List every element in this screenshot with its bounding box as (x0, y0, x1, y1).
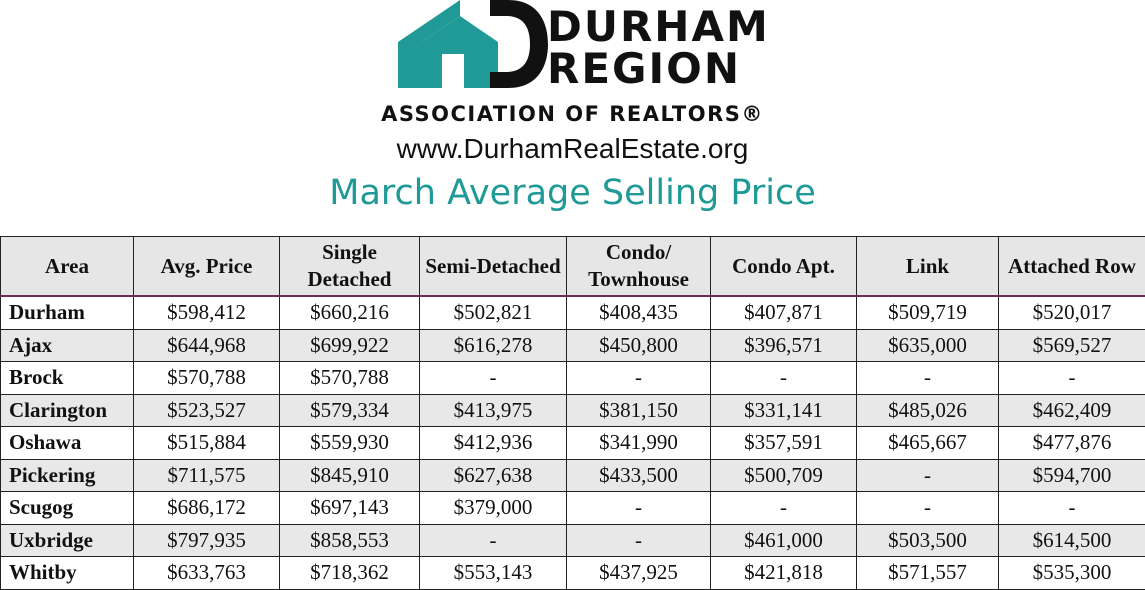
price-cell: $331,141 (710, 393, 857, 427)
price-cell: $858,553 (279, 523, 420, 557)
website-link[interactable]: www.DurhamRealEstate.org (396, 133, 749, 164)
price-cell: $569,527 (998, 328, 1145, 362)
column-header-area: Area (0, 236, 134, 297)
price-cell: $500,709 (710, 458, 857, 492)
price-cell: - (566, 523, 711, 557)
price-cell: $477,876 (998, 426, 1145, 460)
price-cell: - (998, 491, 1145, 525)
price-cell: $515,884 (133, 426, 280, 460)
price-cell: $614,500 (998, 523, 1145, 557)
price-cell: - (856, 458, 999, 492)
price-cell: $485,026 (856, 393, 999, 427)
price-cell: $570,788 (133, 361, 280, 395)
price-cell: - (856, 361, 999, 395)
price-cell: $598,412 (133, 295, 280, 330)
column-header-semi-detached: Semi-Detached (419, 236, 567, 297)
price-cell: - (419, 361, 567, 395)
house-logo-icon (398, 0, 548, 88)
price-cell: $341,990 (566, 426, 711, 460)
price-cell: $412,936 (419, 426, 567, 460)
price-cell: $644,968 (133, 328, 280, 362)
table-row: Uxbridge $797,935 $858,553 - - $461,000 … (0, 523, 1145, 557)
brand-name-line2: REGION (547, 44, 741, 93)
table-row: Durham $598,412 $660,216 $502,821 $408,4… (0, 295, 1145, 330)
price-cell: $797,935 (133, 523, 280, 557)
price-cell: $396,571 (710, 328, 857, 362)
price-cell: $686,172 (133, 491, 280, 525)
price-cell: $570,788 (279, 361, 420, 395)
price-cell: $462,409 (998, 393, 1145, 427)
price-cell: $381,150 (566, 393, 711, 427)
table-row: Ajax $644,968 $699,922 $616,278 $450,800… (0, 328, 1145, 362)
price-cell: - (998, 361, 1145, 395)
price-cell: $559,930 (279, 426, 420, 460)
price-cell: $437,925 (566, 556, 711, 590)
price-cell: $660,216 (279, 295, 420, 330)
association-name: ASSOCIATION OF REALTORS® (381, 102, 764, 126)
price-cell: $627,638 (419, 458, 567, 492)
table-row: Whitby $633,763 $718,362 $553,143 $437,9… (0, 556, 1145, 590)
price-cell: $520,017 (998, 295, 1145, 330)
price-cell: $407,871 (710, 295, 857, 330)
price-cell: $616,278 (419, 328, 567, 362)
price-cell: $461,000 (710, 523, 857, 557)
price-cell: $594,700 (998, 458, 1145, 492)
table-header-row: Area Avg. Price Single Detached Semi-Det… (0, 236, 1145, 297)
table-row: Brock $570,788 $570,788 - - - - - (0, 361, 1145, 395)
price-cell: - (419, 523, 567, 557)
area-cell: Pickering (0, 458, 134, 492)
price-cell: $379,000 (419, 491, 567, 525)
price-cell: $413,975 (419, 393, 567, 427)
table-row: Clarington $523,527 $579,334 $413,975 $3… (0, 393, 1145, 427)
column-header-link: Link (856, 236, 999, 297)
price-cell: $421,818 (710, 556, 857, 590)
price-cell: $433,500 (566, 458, 711, 492)
area-cell: Durham (0, 295, 134, 330)
price-cell: $535,300 (998, 556, 1145, 590)
area-cell: Clarington (0, 393, 134, 427)
area-cell: Oshawa (0, 426, 134, 460)
price-cell: $633,763 (133, 556, 280, 590)
price-cell: $408,435 (566, 295, 711, 330)
price-cell: $523,527 (133, 393, 280, 427)
price-cell: $579,334 (279, 393, 420, 427)
price-cell: $711,575 (133, 458, 280, 492)
price-table: Area Avg. Price Single Detached Semi-Det… (0, 236, 1145, 590)
price-cell: $845,910 (279, 458, 420, 492)
column-header-avg-price: Avg. Price (133, 236, 280, 297)
price-cell: - (566, 361, 711, 395)
price-cell: $465,667 (856, 426, 999, 460)
price-cell: - (710, 361, 857, 395)
price-cell: $571,557 (856, 556, 999, 590)
price-cell: $553,143 (419, 556, 567, 590)
price-cell: $697,143 (279, 491, 420, 525)
price-cell: $503,500 (856, 523, 999, 557)
area-cell: Brock (0, 361, 134, 395)
area-cell: Whitby (0, 556, 134, 590)
area-cell: Ajax (0, 328, 134, 362)
price-cell: $450,800 (566, 328, 711, 362)
column-header-single-detached: Single Detached (279, 236, 420, 297)
column-header-condo-apt: Condo Apt. (710, 236, 857, 297)
price-cell: $509,719 (856, 295, 999, 330)
table-row: Scugog $686,172 $697,143 $379,000 - - - … (0, 491, 1145, 525)
column-header-condo-townhouse: Condo/ Townhouse (566, 236, 711, 297)
price-cell: - (566, 491, 711, 525)
header: DURHAM REGION ASSOCIATION OF REALTORS® w… (0, 0, 1145, 232)
price-cell: $635,000 (856, 328, 999, 362)
price-cell: - (710, 491, 857, 525)
area-cell: Uxbridge (0, 523, 134, 557)
price-cell: $357,591 (710, 426, 857, 460)
price-cell: $502,821 (419, 295, 567, 330)
brand-name-line1: DURHAM (547, 2, 770, 51)
area-cell: Scugog (0, 491, 134, 525)
table-row: Oshawa $515,884 $559,930 $412,936 $341,9… (0, 426, 1145, 460)
column-header-attached-row: Attached Row (998, 236, 1145, 297)
price-cell: $718,362 (279, 556, 420, 590)
page-title: March Average Selling Price (329, 173, 816, 213)
price-cell: - (856, 491, 999, 525)
price-cell: $699,922 (279, 328, 420, 362)
table-row: Pickering $711,575 $845,910 $627,638 $43… (0, 458, 1145, 492)
